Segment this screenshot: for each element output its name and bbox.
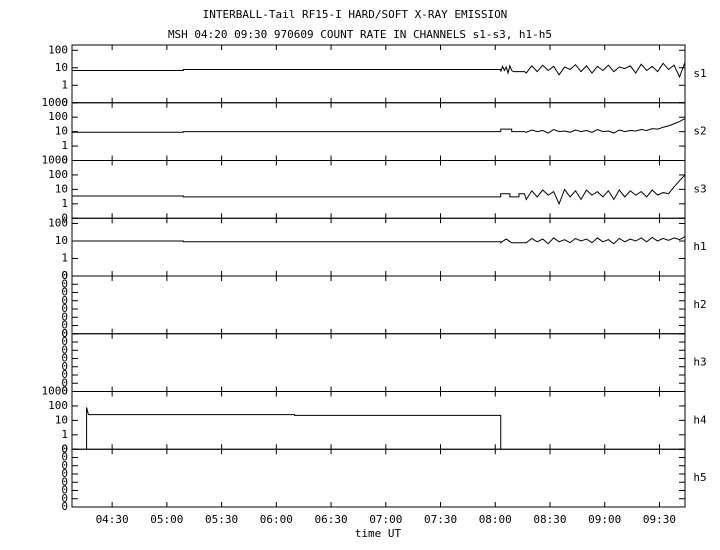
y-tick-label: 0 bbox=[61, 211, 68, 224]
y-tick-label: 0 bbox=[61, 286, 68, 299]
y-tick-label: 100 bbox=[48, 168, 68, 181]
y-tick-label: 100 bbox=[48, 217, 68, 230]
y-tick-label: 10 bbox=[55, 182, 68, 195]
y-tick-label: 0 bbox=[61, 352, 68, 365]
y-tick-label: 0 bbox=[61, 475, 68, 488]
panel-label: s1 bbox=[693, 67, 706, 80]
data-line bbox=[86, 407, 502, 450]
x-axis-label: time UT bbox=[355, 527, 402, 540]
y-tick-label: 0 bbox=[61, 277, 68, 290]
x-tick-label: 07:00 bbox=[369, 513, 402, 526]
y-tick-label: 1 bbox=[61, 428, 68, 441]
y-tick-label: 1 bbox=[61, 197, 68, 210]
y-tick-label: 1000 bbox=[42, 154, 69, 167]
y-tick-label: 1000 bbox=[42, 385, 69, 398]
y-tick-label: 10 bbox=[55, 125, 68, 138]
y-tick-label: 0 bbox=[61, 376, 68, 389]
y-tick-label: 0 bbox=[61, 368, 68, 381]
y-tick-label: 1000 bbox=[42, 96, 69, 109]
y-tick-label: 0 bbox=[61, 492, 68, 505]
x-tick-label: 05:00 bbox=[150, 513, 183, 526]
y-tick-label: 0 bbox=[61, 451, 68, 464]
chart-title: INTERBALL-Tail RF15-I HARD/SOFT X-RAY EM… bbox=[203, 8, 508, 21]
x-tick-label: 08:00 bbox=[479, 513, 512, 526]
chart-subtitle: MSH 04:20 09:30 970609 COUNT RATE IN CHA… bbox=[168, 28, 552, 41]
y-tick-label: 0 bbox=[61, 385, 68, 398]
panel-label: h3 bbox=[693, 356, 706, 369]
x-tick-label: 06:30 bbox=[315, 513, 348, 526]
y-tick-label: 0 bbox=[61, 360, 68, 373]
y-tick-label: 0 bbox=[61, 343, 68, 356]
x-tick-label: 06:00 bbox=[260, 513, 293, 526]
x-tick-label: 07:30 bbox=[424, 513, 457, 526]
y-tick-label: 10 bbox=[55, 61, 68, 74]
y-tick-label: 100 bbox=[48, 43, 68, 56]
y-tick-label: 0 bbox=[61, 302, 68, 315]
y-tick-label: 0 bbox=[61, 442, 68, 455]
y-tick-label: 1 bbox=[61, 139, 68, 152]
data-line bbox=[72, 174, 686, 206]
x-tick-label: 04:30 bbox=[96, 513, 129, 526]
data-line bbox=[72, 118, 686, 134]
y-tick-label: 0 bbox=[61, 154, 68, 167]
panel-label: h2 bbox=[693, 298, 706, 311]
y-tick-label: 0 bbox=[61, 335, 68, 348]
y-tick-label: 10 bbox=[55, 234, 68, 247]
panel-label: s2 bbox=[693, 125, 706, 138]
x-tick-label: 08:30 bbox=[533, 513, 566, 526]
y-tick-label: 0 bbox=[61, 484, 68, 497]
y-tick-label: 0 bbox=[61, 442, 68, 455]
y-tick-label: 0 bbox=[61, 310, 68, 323]
x-tick-label: 09:00 bbox=[588, 513, 621, 526]
x-tick-label: 09:30 bbox=[643, 513, 676, 526]
y-tick-label: 0 bbox=[61, 327, 68, 340]
y-tick-label: 0 bbox=[61, 269, 68, 282]
y-tick-label: 0 bbox=[61, 319, 68, 332]
y-tick-label: 10 bbox=[55, 413, 68, 426]
panel-label: h1 bbox=[693, 240, 706, 253]
y-tick-label: 0 bbox=[61, 500, 68, 513]
y-tick-label: 1 bbox=[61, 78, 68, 91]
y-tick-label: 0 bbox=[61, 294, 68, 307]
panel-label: h4 bbox=[693, 413, 707, 426]
data-line bbox=[72, 62, 686, 79]
panel-label: s3 bbox=[693, 182, 706, 195]
y-tick-label: 0 bbox=[61, 459, 68, 472]
data-line bbox=[72, 236, 686, 245]
y-tick-label: 100 bbox=[48, 110, 68, 123]
panel-frame bbox=[71, 448, 686, 508]
y-tick-label: 0 bbox=[61, 96, 68, 109]
panel-label: h5 bbox=[693, 471, 706, 484]
y-tick-label: 1 bbox=[61, 252, 68, 265]
y-tick-label: 100 bbox=[48, 399, 68, 412]
x-tick-label: 05:30 bbox=[205, 513, 238, 526]
y-tick-label: 0 bbox=[61, 467, 68, 480]
y-tick-label: 0 bbox=[61, 269, 68, 282]
y-tick-label: 0 bbox=[61, 327, 68, 340]
